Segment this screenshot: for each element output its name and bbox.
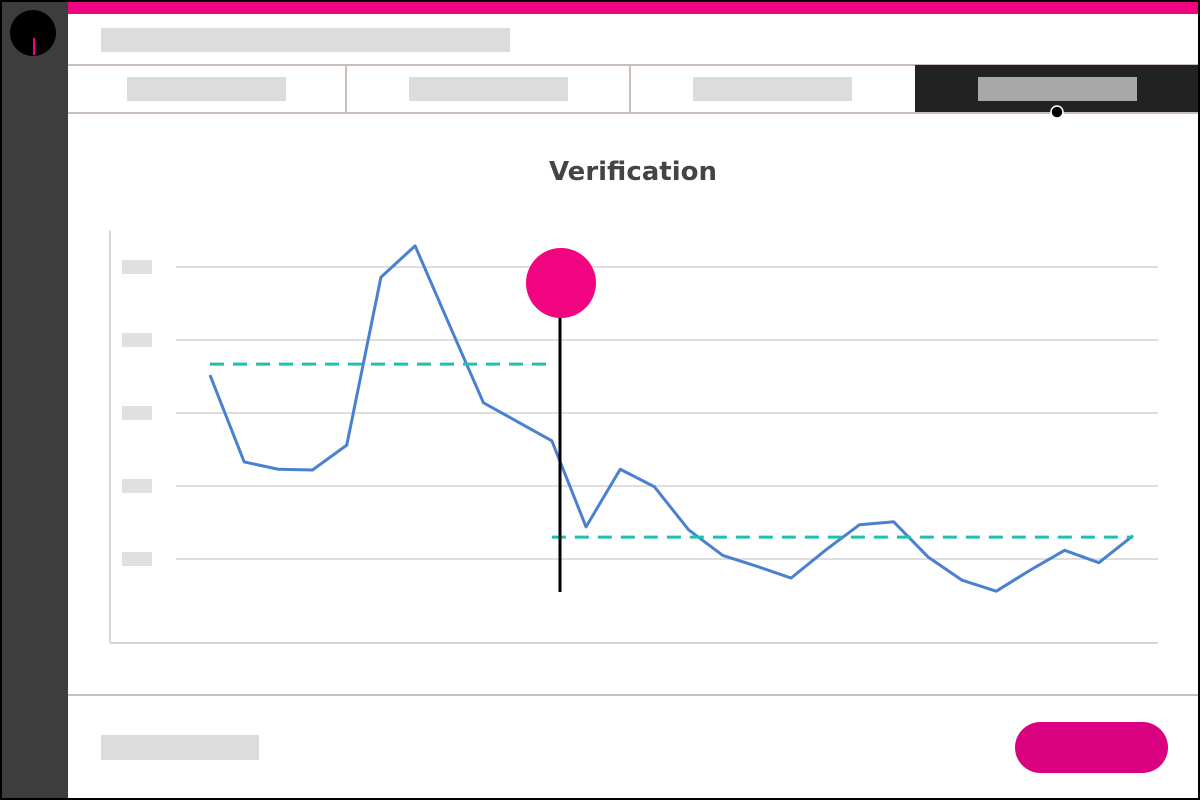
y-tick-placeholder [122, 260, 152, 275]
tabs [68, 64, 1200, 119]
tab[interactable] [409, 77, 568, 101]
top-bar [68, 0, 1200, 14]
header-placeholder [101, 28, 510, 52]
cursor-handle[interactable] [526, 248, 596, 318]
logo[interactable] [10, 10, 56, 56]
sidebar [0, 0, 68, 800]
y-tick-placeholder [122, 406, 152, 421]
action-button[interactable] [1015, 722, 1168, 773]
footer-placeholder [101, 735, 259, 760]
y-tick-placeholder [122, 552, 152, 567]
y-tick-placeholder [122, 333, 152, 348]
y-tick-placeholder [122, 479, 152, 494]
chart-title: Verification [549, 157, 717, 187]
tab-indicator [1050, 105, 1064, 119]
tab-active-label [978, 77, 1137, 101]
plot [109, 230, 1158, 644]
tab[interactable] [693, 77, 852, 101]
tab[interactable] [127, 77, 286, 101]
data-line [208, 244, 1134, 593]
